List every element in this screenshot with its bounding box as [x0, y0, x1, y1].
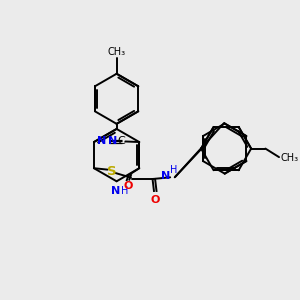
Text: O: O [150, 195, 160, 205]
Text: N: N [161, 171, 171, 181]
Text: H: H [170, 166, 178, 176]
Text: N: N [97, 136, 106, 146]
Text: S: S [107, 165, 116, 178]
Text: O: O [123, 181, 133, 191]
Text: N: N [111, 186, 121, 196]
Text: N: N [108, 136, 117, 146]
Text: CH₃: CH₃ [107, 47, 126, 57]
Text: C: C [117, 136, 125, 146]
Text: H: H [121, 186, 128, 196]
Text: CH₃: CH₃ [280, 153, 298, 163]
